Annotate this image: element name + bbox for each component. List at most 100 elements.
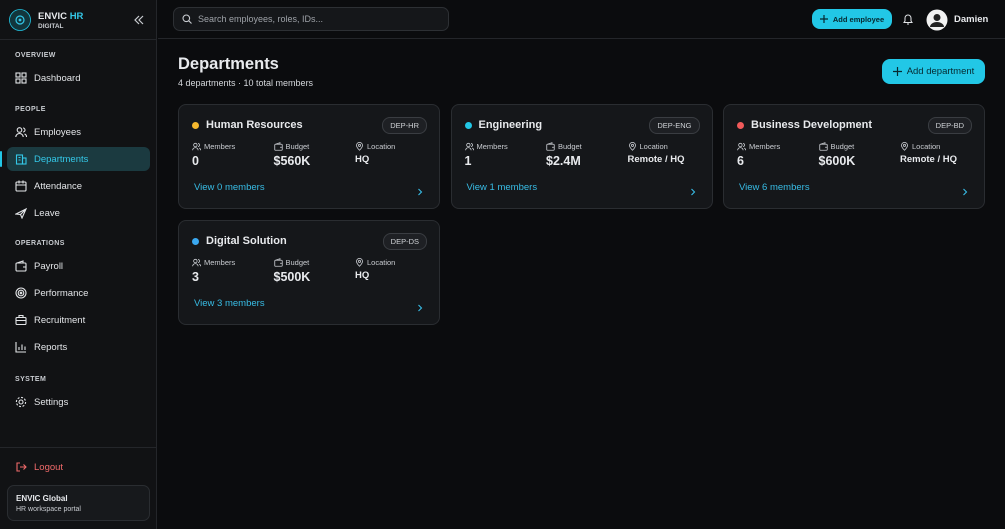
field-label-text: Location [912,142,941,151]
field-label-text: Members [204,142,236,151]
status-dot [192,238,199,245]
view-members-link[interactable]: View 6 members [739,182,810,193]
nav-item[interactable]: Departments [7,147,150,171]
nav-section-label: SYSTEM [15,376,47,383]
view-members-link[interactable]: View 3 members [194,298,265,309]
field-value: HQ [355,154,370,165]
nav-item[interactable]: Employees [7,120,150,144]
avatar[interactable] [926,9,948,31]
nav-item-label: Dashboard [34,72,81,84]
field-label: Location [355,258,395,267]
department-card: Digital Solution DEP-DS Members 3 Budget $500… [178,220,440,325]
field-value: $560K [273,154,311,168]
chevron [417,299,423,317]
field-label: Location [628,142,668,151]
nav-section-label: PEOPLE [15,106,46,113]
field-label: Members [464,142,508,151]
search-box[interactable]: Search employees, roles, IDs... [173,7,449,31]
field-label-text: Location [367,258,396,267]
field-label-text: Members [749,142,781,151]
nav-item-label: Leave [34,207,60,219]
field-label-text: Budget [558,142,582,151]
department-card: Human Resources DEP-HR Members 0 Budget $560K… [178,104,440,209]
view-members-link[interactable]: View 1 members [466,182,538,193]
field-value: Remote / HQ [627,154,685,165]
field-label-text: Members [476,142,508,151]
brand-name: ENVIC [38,11,68,22]
field-label: Location [900,142,940,151]
nav-item-label: Performance [34,287,89,299]
status-dot [737,122,744,129]
nav-item[interactable]: Recruitment [7,308,150,332]
field-label-text: Budget [830,142,855,151]
nav-item[interactable]: Reports [7,335,150,359]
field-label: Budget [546,142,582,151]
field-label: Members [192,258,235,267]
field-label-text: Budget [285,142,310,151]
field-value: 6 [737,154,744,168]
field-label-text: Location [639,142,668,151]
nav-item[interactable]: Dashboard [7,66,150,90]
nav-item-label: Payroll [34,260,64,272]
search-placeholder: Search employees, roles, IDs... [198,14,324,24]
department-card: Engineering DEP-ENG Members 1 Budget $2.4M Loc… [450,104,713,209]
field-value: $2.4M [546,154,581,168]
logout[interactable]: Logout [7,455,150,479]
brand: ENVIC HR [38,11,83,22]
collapse-button[interactable] [133,14,145,26]
field-label-text: Budget [285,258,310,267]
active-indicator [0,151,2,167]
field-value: 1 [464,154,472,168]
department-code: DEP-HR [382,117,427,134]
chevron [417,183,423,201]
topbar: Search employees, roles, IDs... Add empl… [158,0,1005,39]
field-value: HQ [355,270,370,281]
logo [9,9,31,31]
field-label-text: Members [204,258,236,267]
divider [0,39,157,40]
add-employee-button[interactable]: Add employee [812,9,892,29]
field-label: Members [192,142,235,151]
field-label-text: Location [367,142,396,151]
department-name: Digital Solution [206,235,287,247]
field-value: $500K [273,270,311,284]
add-employee-label: Add employee [832,14,885,24]
nav-item-label: Attendance [34,180,83,192]
department-name: Business Development [751,119,873,131]
department-code: DEP-ENG [649,117,700,134]
department-name: Engineering [478,119,543,131]
chevron [962,183,968,201]
field-label: Budget [818,142,855,151]
workspace-subtitle: HR workspace portal [16,506,81,513]
field-label: Budget [273,142,310,151]
field-label: Members [737,142,780,151]
nav-item[interactable]: Performance [7,281,150,305]
user-name: Damien [954,14,989,25]
department-card: Business Development DEP-BD Members 6 Budget… [723,104,985,209]
nav-item-label: Reports [34,341,68,353]
department-name: Human Resources [206,119,303,131]
nav-item[interactable]: Leave [7,201,150,225]
nav-item-label: Departments [34,153,89,165]
add-department-label: Add department [906,66,975,77]
view-members-link[interactable]: View 0 members [194,182,265,193]
divider [0,447,157,448]
nav-item[interactable]: Payroll [7,254,150,278]
status-dot [464,122,472,129]
nav-section-label: OPERATIONS [15,240,65,247]
chevron [690,183,696,201]
field-value: 3 [192,270,199,284]
department-code: DEP-BD [927,117,972,134]
status-dot [192,122,199,129]
add-department-button[interactable]: Add department [882,59,985,84]
brand-sub: DIGITAL [38,23,64,30]
nav-item[interactable]: Attendance [7,174,150,198]
sidebar: ENVIC HR DIGITAL OVERVIEW Dashboard PEOPLE… [0,0,157,529]
brand-accent: HR [69,11,84,22]
field-value: $600K [818,154,856,168]
notifications[interactable] [902,13,914,26]
nav-item[interactable]: Settings [7,390,150,414]
field-label: Budget [273,258,310,267]
nav-item-label: Recruitment [34,314,86,326]
